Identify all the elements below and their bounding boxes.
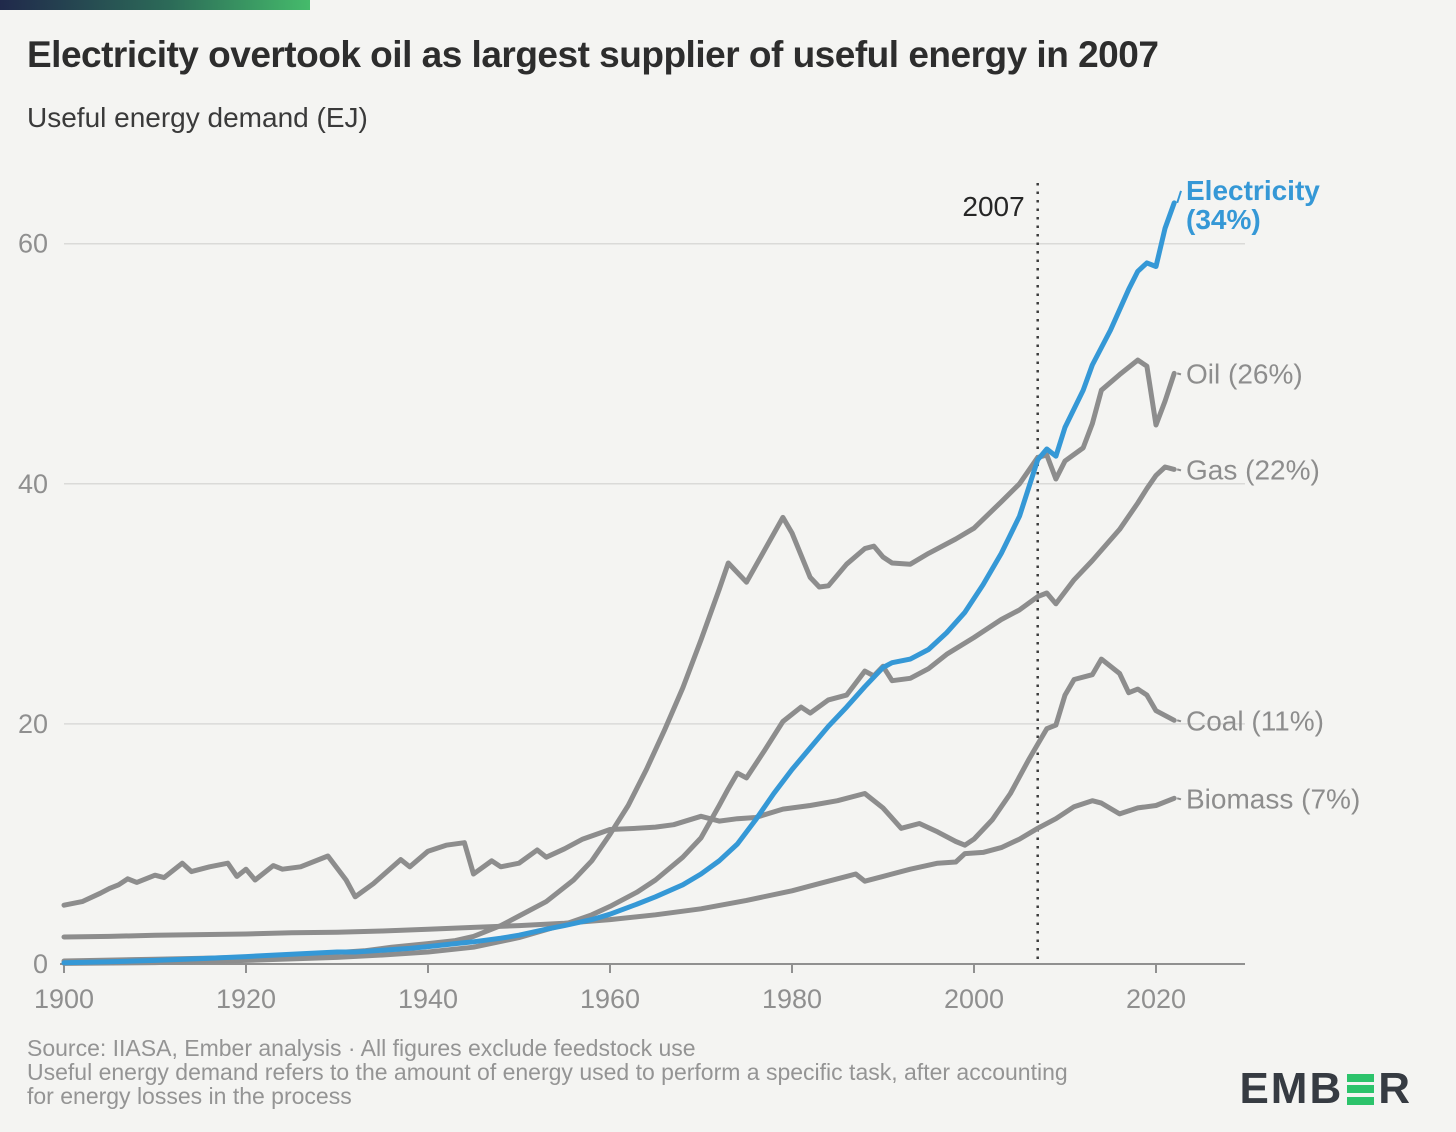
logo-text-r: R: [1378, 1064, 1412, 1113]
brand-gradient-bar: [0, 0, 310, 10]
series-leader-biomass: [1176, 797, 1182, 801]
series-label-electricity: Electricity (34%): [1186, 175, 1320, 235]
series-leader-coal: [1176, 719, 1182, 723]
x-tick-label-1900: 1900: [34, 984, 94, 1014]
series-line-biomass: [61, 795, 1177, 940]
logo-green-e-icon: [1347, 1073, 1375, 1105]
x-tick-label-2000: 2000: [944, 984, 1004, 1014]
y-tick-label-0: 0: [33, 949, 48, 979]
x-tick-label-1980: 1980: [762, 984, 822, 1014]
series-label-gas: Gas (22%): [1186, 454, 1320, 485]
y-tick-label-40: 40: [18, 469, 48, 499]
y-tick-label-60: 60: [18, 229, 48, 259]
series-leader-electricity: [1176, 190, 1182, 204]
series-label-biomass: Biomass (7%): [1186, 783, 1360, 814]
gridlines: [64, 242, 1245, 725]
series-label-oil: Oil (26%): [1186, 358, 1303, 389]
series-lines: [61, 200, 1177, 966]
logo-text-emb: EMB: [1239, 1064, 1344, 1113]
series-line-coal: [61, 656, 1177, 908]
series-end-labels: Biomass (7%) Coal (11%) Gas (22%) Oil (26%)…: [1176, 175, 1360, 814]
series-line-electricity: [61, 200, 1177, 966]
series-leader-oil: [1176, 372, 1182, 376]
ember-logo: EMB R: [1239, 1064, 1412, 1114]
x-tick-label-1940: 1940: [398, 984, 458, 1014]
series-label-coal: Coal (11%): [1186, 705, 1324, 736]
x-tick-label-1960: 1960: [580, 984, 640, 1014]
x-axis: 1900 1920 1940 1960 1980 2000 2020: [34, 963, 1245, 1014]
chart-subtitle: Useful energy demand (EJ): [27, 102, 368, 133]
annotation-label-2007: 2007: [962, 191, 1024, 222]
footer-notes: Source: IIASA, Ember analysis · All figu…: [27, 1036, 1068, 1108]
y-axis: 0 20 40 60: [18, 229, 48, 979]
definition-note-line1: Useful energy demand refers to the amoun…: [27, 1059, 1068, 1085]
definition-note-line2: for energy losses in the process: [27, 1083, 352, 1109]
x-tick-label-2020: 2020: [1126, 984, 1186, 1014]
source-note: Source: IIASA, Ember analysis · All figu…: [27, 1035, 696, 1061]
series-line-oil: [61, 357, 1177, 964]
x-tick-label-1920: 1920: [216, 984, 276, 1014]
page-title: Electricity overtook oil as largest supp…: [27, 34, 1159, 75]
y-tick-label-20: 20: [18, 709, 48, 739]
series-leader-gas: [1176, 468, 1182, 472]
